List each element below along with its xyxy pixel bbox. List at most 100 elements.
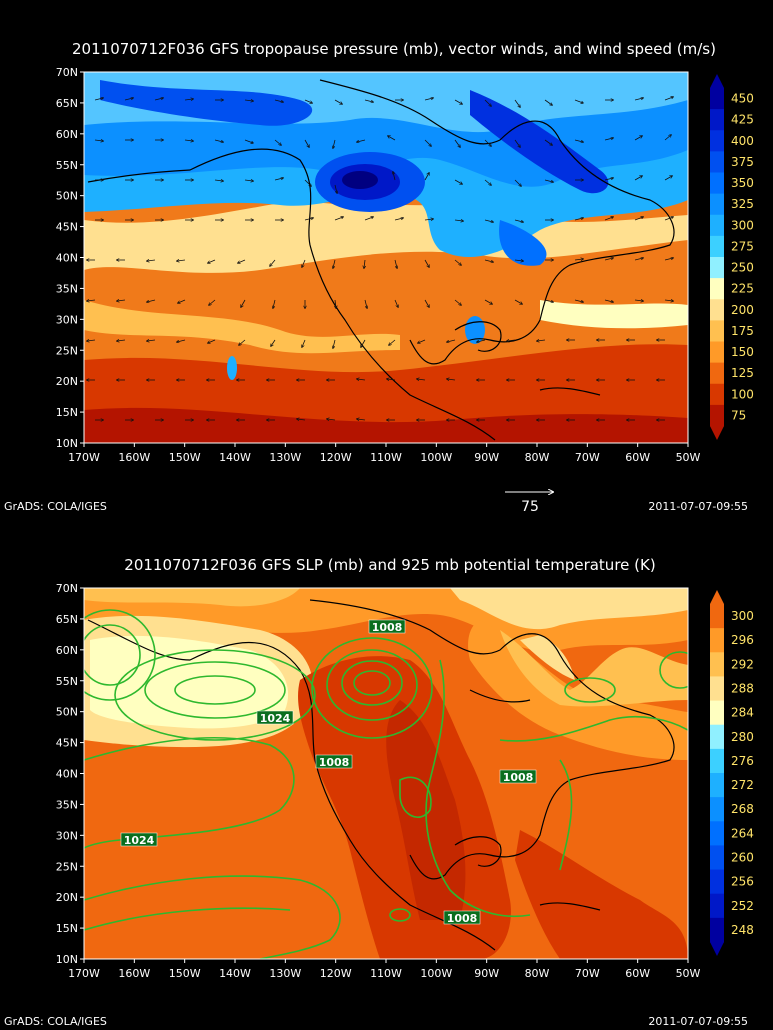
contour-label: 1008 bbox=[368, 619, 406, 634]
colorbar-swatch bbox=[710, 383, 724, 406]
lat-tick-label: 60N bbox=[56, 644, 78, 657]
colorbar-swatch bbox=[710, 821, 724, 846]
panel1-lon-labels: 170W 160W 150W 140W 130W 120W 110W 100W 90W 80W 70… bbox=[68, 443, 701, 464]
colorbar-swatch bbox=[710, 652, 724, 677]
colorbar-swatch bbox=[710, 748, 724, 774]
panel2-credit: GrADS: COLA/IGES bbox=[4, 1015, 107, 1028]
lon-tick-label: 80W bbox=[525, 451, 550, 464]
panel2-lon-labels: 170W 160W 150W 140W 130W 120W 110W 100W 90W 80W 70… bbox=[68, 959, 701, 980]
colorbar-swatch bbox=[710, 299, 724, 321]
lon-tick-label: 160W bbox=[118, 451, 150, 464]
contour-label: 1008 bbox=[499, 769, 537, 784]
panel1-credit: GrADS: COLA/IGES bbox=[4, 500, 107, 513]
lat-tick-label: 20N bbox=[56, 891, 78, 904]
lat-tick-label: 40N bbox=[56, 768, 78, 781]
colorbar-swatch bbox=[710, 628, 724, 653]
colorbar-label: 252 bbox=[731, 899, 754, 913]
lat-tick-label: 70N bbox=[56, 582, 78, 595]
colorbar-swatch bbox=[710, 278, 724, 300]
colorbar-label: 400 bbox=[731, 134, 754, 148]
lon-tick-label: 70W bbox=[575, 967, 600, 980]
lat-tick-label: 15N bbox=[56, 406, 78, 419]
colorbar-swatch bbox=[710, 869, 724, 895]
lon-tick-label: 60W bbox=[625, 967, 650, 980]
colorbar-label: 284 bbox=[731, 706, 754, 720]
colorbar-swatch bbox=[710, 604, 724, 629]
contour-label: 1024 bbox=[120, 832, 158, 847]
colorbar-swatch bbox=[710, 320, 724, 342]
colorbar-label: 350 bbox=[731, 176, 754, 190]
lon-tick-label: 150W bbox=[169, 451, 201, 464]
panel2-lat-labels: 70N 65N 60N 55N 50N 45N 40N 35N 30N 25N 20N 15N 10N bbox=[56, 582, 84, 966]
panel2-timestamp: 2011-07-07-09:55 bbox=[648, 1015, 748, 1028]
colorbar-swatch bbox=[710, 151, 724, 173]
colorbar-swatch bbox=[710, 109, 724, 131]
lat-tick-label: 65N bbox=[56, 97, 78, 110]
colorbar-label: 260 bbox=[731, 851, 754, 865]
lon-tick-label: 130W bbox=[269, 451, 301, 464]
panel2-title: 2011070712F036 GFS SLP (mb) and 925 mb p… bbox=[124, 556, 655, 574]
lon-tick-label: 160W bbox=[118, 967, 150, 980]
colorbar-swatch bbox=[710, 845, 724, 871]
lon-tick-label: 50W bbox=[676, 451, 701, 464]
lat-tick-label: 70N bbox=[56, 66, 78, 79]
colorbar-swatch bbox=[710, 773, 724, 798]
lat-tick-label: 30N bbox=[56, 313, 78, 326]
colorbar-bottom-arrow bbox=[710, 426, 724, 440]
contour-label: 1008 bbox=[443, 910, 481, 925]
panel1-title: 2011070712F036 GFS tropopause pressure (… bbox=[72, 40, 716, 58]
colorbar-label: 225 bbox=[731, 282, 754, 296]
lat-tick-label: 50N bbox=[56, 706, 78, 719]
panel1-lat-labels: 70N 65N 60N 55N 50N 45N 40N 35N 30N 25N 20N 15N 10N bbox=[56, 66, 84, 450]
contour-label: 1008 bbox=[315, 754, 353, 769]
colorbar-label: 75 bbox=[731, 408, 746, 422]
lat-tick-label: 15N bbox=[56, 922, 78, 935]
colorbar-swatch bbox=[710, 341, 724, 364]
colorbar-swatch bbox=[710, 235, 724, 258]
colorbar-label: 296 bbox=[731, 633, 754, 647]
lon-tick-label: 100W bbox=[420, 451, 452, 464]
lon-tick-label: 90W bbox=[474, 967, 499, 980]
colorbar-label: 300 bbox=[731, 218, 754, 232]
colorbar-top-arrow bbox=[710, 590, 724, 604]
lat-tick-label: 60N bbox=[56, 128, 78, 141]
lat-tick-label: 40N bbox=[56, 252, 78, 265]
colorbar-label: 275 bbox=[731, 239, 754, 253]
lat-tick-label: 55N bbox=[56, 675, 78, 688]
colorbar-label: 288 bbox=[731, 682, 754, 696]
colorbar-label: 325 bbox=[731, 197, 754, 211]
colorbar-label: 375 bbox=[731, 155, 754, 169]
svg-text:1024: 1024 bbox=[260, 712, 291, 725]
lat-tick-label: 35N bbox=[56, 282, 78, 295]
colorbar-swatch bbox=[710, 917, 724, 943]
colorbar-label: 250 bbox=[731, 261, 754, 275]
colorbar-label: 248 bbox=[731, 923, 754, 937]
svg-text:1008: 1008 bbox=[372, 621, 403, 634]
colorbar-swatch bbox=[710, 893, 724, 919]
lon-tick-label: 140W bbox=[219, 967, 251, 980]
colorbar-label: 300 bbox=[731, 609, 754, 623]
colorbar-swatch bbox=[710, 88, 724, 110]
lat-tick-label: 45N bbox=[56, 737, 78, 750]
colorbar-label: 264 bbox=[731, 826, 754, 840]
colorbar-swatch bbox=[710, 214, 724, 237]
colorbar-swatch bbox=[710, 362, 724, 385]
lon-tick-label: 170W bbox=[68, 451, 100, 464]
panel1-map bbox=[84, 72, 688, 443]
svg-text:1008: 1008 bbox=[503, 771, 534, 784]
panel2-colorbar: 300 296 292 288 284 280 276 272 268 264 260 256 252 2… bbox=[710, 590, 754, 956]
svg-text:1008: 1008 bbox=[447, 912, 478, 925]
colorbar-label: 100 bbox=[731, 387, 754, 401]
vector-reference-label: 75 bbox=[521, 499, 539, 515]
lon-tick-label: 150W bbox=[169, 967, 201, 980]
colorbar-bottom-arrow bbox=[710, 942, 724, 956]
colorbar-label: 125 bbox=[731, 366, 754, 380]
colorbar-label: 175 bbox=[731, 324, 754, 338]
panel1-colorbar: 450 425 400 375 350 325 300 275 250 225 200 175 150 1… bbox=[710, 74, 754, 440]
lat-tick-label: 50N bbox=[56, 190, 78, 203]
lon-tick-label: 100W bbox=[420, 967, 452, 980]
colorbar-swatch bbox=[710, 130, 724, 152]
colorbar-label: 272 bbox=[731, 778, 754, 792]
colorbar-label: 292 bbox=[731, 657, 754, 671]
